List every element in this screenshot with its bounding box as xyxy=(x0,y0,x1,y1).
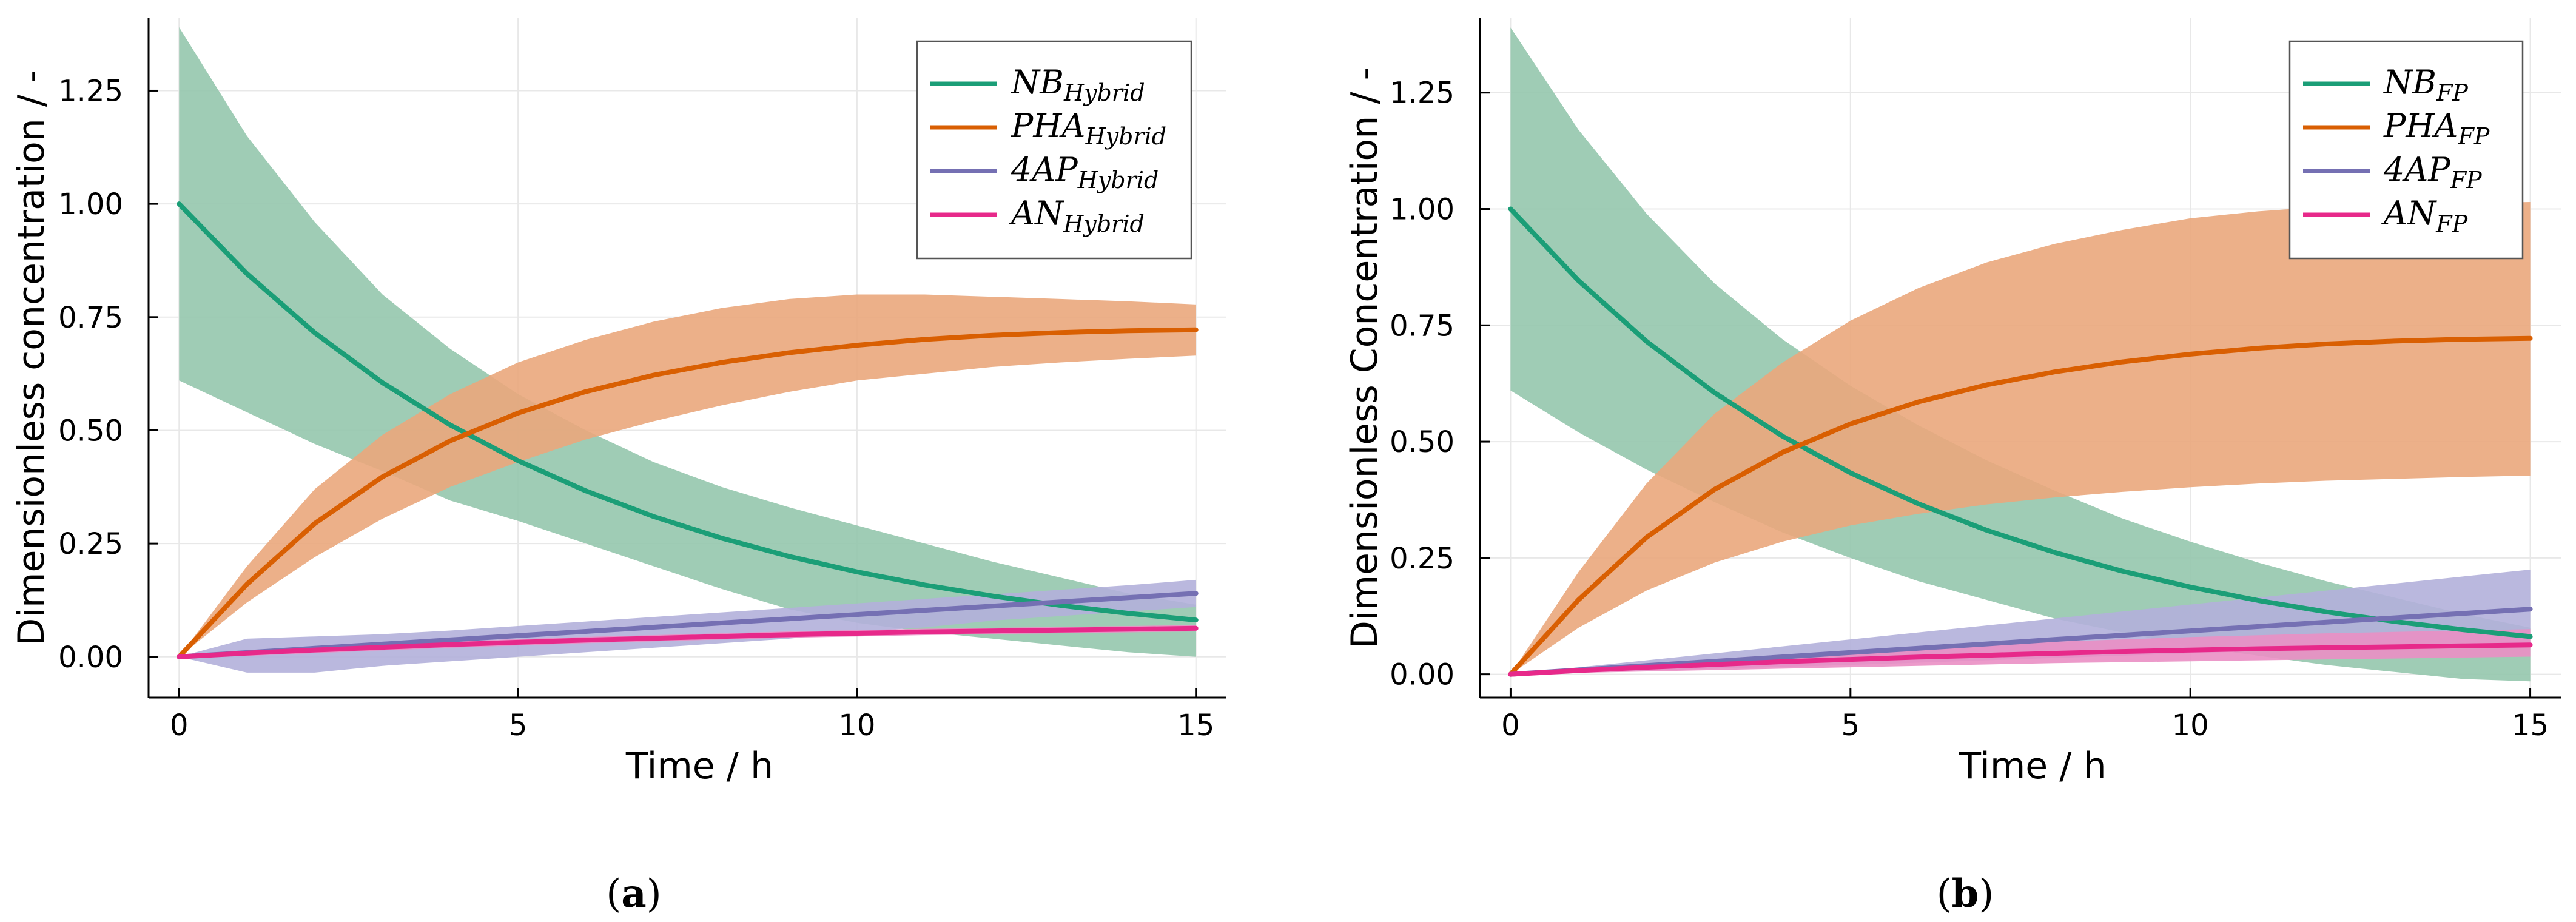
confidence-band-pha xyxy=(1510,202,2531,675)
x-axis-label: Time / h xyxy=(625,745,773,787)
legend-item-nb: NBFP xyxy=(2303,63,2469,106)
legend-label: NBFP xyxy=(2383,63,2469,106)
y-tick-label: 1.00 xyxy=(58,187,123,221)
x-tick-label: 0 xyxy=(170,708,189,742)
x-tick-label: 5 xyxy=(1841,708,1860,742)
panel-caption: (b) xyxy=(1937,871,1994,917)
series-line-an xyxy=(1508,642,2533,677)
legend-label: NBHybrid xyxy=(1010,63,1145,106)
y-axis-label: Dimensionless Concentration / - xyxy=(1343,67,1386,649)
panel-caption: (a) xyxy=(606,871,661,917)
series-line-an xyxy=(177,625,1199,659)
x-tick-label: 10 xyxy=(838,708,875,742)
legend-item-4ap: 4APFP xyxy=(2303,150,2483,193)
y-tick-label: 0.50 xyxy=(58,414,123,448)
series-line-pha xyxy=(177,327,1199,659)
chart-panel-a: 0 5 10 15 0.00 0.25 0.50 0.75 1.00 1.25 Time / h Di… xyxy=(10,18,1226,917)
legend-item-an: ANFP xyxy=(2303,194,2469,237)
legend-item-nb: NBHybrid xyxy=(930,63,1145,106)
x-tick-label: 10 xyxy=(2172,708,2209,742)
y-tick-label: 0.00 xyxy=(1390,658,1454,692)
legend-item-an: ANHybrid xyxy=(930,194,1145,237)
y-tick-label: 0.25 xyxy=(58,527,123,561)
y-tick-label: 0.00 xyxy=(58,641,123,675)
y-tick-label: 0.75 xyxy=(1390,309,1454,343)
legend-label: 4APHybrid xyxy=(1011,150,1159,193)
legend-label: PHAFP xyxy=(2383,107,2490,150)
legend-label: 4APFP xyxy=(2383,150,2483,193)
legend-label: PHAHybrid xyxy=(1011,107,1166,150)
y-tick-label: 0.50 xyxy=(1390,425,1454,459)
legend-label: ANHybrid xyxy=(1008,194,1145,237)
series-line-pha xyxy=(1508,335,2533,677)
series-line-nb xyxy=(177,201,1199,623)
y-axis-label: Dimensionless concentration / - xyxy=(10,70,53,646)
x-tick-label: 15 xyxy=(1177,708,1214,742)
series-line-nb xyxy=(1508,206,2533,639)
legend-box xyxy=(2288,40,2524,260)
legend-box xyxy=(916,40,1192,260)
legend-item-pha: PHAHybrid xyxy=(930,107,1166,150)
legend-item-pha: PHAFP xyxy=(2303,107,2490,150)
x-tick-label: 0 xyxy=(1501,708,1520,742)
y-tick-label: 0.25 xyxy=(1390,542,1454,576)
legend-label: ANFP xyxy=(2381,194,2469,237)
y-tick-label: 1.25 xyxy=(58,74,123,108)
y-tick-label: 1.00 xyxy=(1390,193,1454,227)
x-tick-label: 15 xyxy=(2512,708,2549,742)
x-axis-label: Time / h xyxy=(1958,745,2106,787)
chart-panel-b: 0 5 10 15 0.00 0.25 0.50 0.75 1.00 1.25 Time / h Di… xyxy=(1343,18,2561,917)
y-tick-label: 1.25 xyxy=(1390,76,1454,110)
legend-item-4ap: 4APHybrid xyxy=(930,150,1159,193)
y-tick-label: 0.75 xyxy=(58,301,123,335)
x-tick-label: 5 xyxy=(509,708,528,742)
series-line-4ap xyxy=(1508,607,2533,677)
